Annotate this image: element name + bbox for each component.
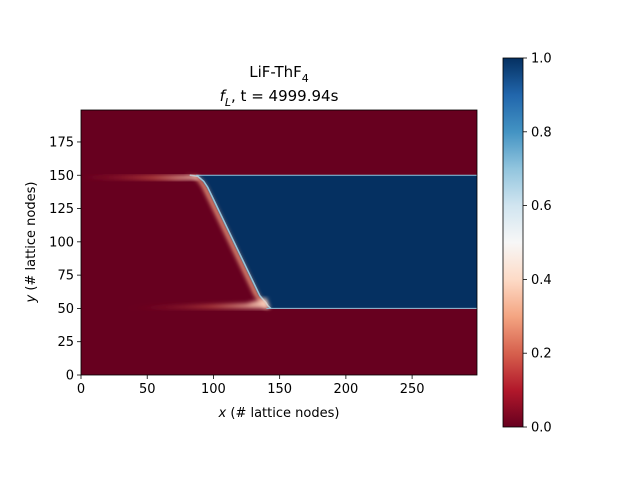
colorbar-tick-label: 0.2 [531, 347, 552, 362]
heatmap-bottom-mushy-band [120, 297, 270, 309]
ylabel-rest: (# lattice nodes) [24, 182, 39, 295]
x-tick-label: 100 [201, 382, 226, 397]
x-tick-label: 200 [333, 382, 358, 397]
y-axis-ticks: 0 25 50 75 100 125 150 175 [49, 135, 81, 384]
colorbar-frame [502, 57, 524, 428]
colorbar-tick-label: 0.4 [531, 273, 552, 288]
chart-title-line2: fL, t = 4999.94s [220, 87, 339, 109]
x-tick-label: 250 [400, 382, 425, 397]
y-tick-label: 150 [49, 169, 74, 184]
ylabel-var: y [24, 294, 39, 303]
colorbar-ticks: 0.0 0.2 0.4 0.6 0.8 1.0 [523, 52, 552, 436]
y-tick-label: 25 [57, 335, 74, 350]
title2-f: f [220, 87, 228, 105]
heatmap-top-mushy-band [81, 175, 201, 181]
y-axis-label: y (# lattice nodes) [24, 182, 39, 304]
x-tick-label: 50 [139, 382, 156, 397]
y-tick-label: 75 [57, 269, 74, 284]
y-tick-label: 0 [66, 369, 74, 384]
chart-title-line1: LiF-ThF4 [249, 63, 309, 85]
x-tick-label: 0 [77, 382, 85, 397]
colorbar-tick-label: 0.8 [531, 125, 552, 140]
title-main: LiF-ThF [249, 63, 302, 81]
heatmap-liquid-region [188, 175, 477, 309]
heatmap [81, 110, 477, 375]
y-tick-label: 100 [49, 235, 74, 250]
x-axis-ticks: 0 50 100 150 200 250 [77, 375, 425, 397]
colorbar-tick-label: 0.0 [531, 421, 552, 436]
xlabel-var: x [218, 406, 227, 421]
xlabel-rest: (# lattice nodes) [226, 406, 339, 421]
x-axis-label: x (# lattice nodes) [218, 406, 340, 421]
title2-sub: L [225, 96, 231, 109]
plot-frame [80, 109, 478, 376]
y-tick-label: 50 [57, 302, 74, 317]
y-tick-label: 125 [49, 202, 74, 217]
colorbar-tick-label: 1.0 [531, 52, 552, 67]
y-tick-label: 175 [49, 135, 74, 150]
title-sub: 4 [302, 72, 309, 85]
x-tick-label: 150 [267, 382, 292, 397]
colorbar-tick-label: 0.6 [531, 199, 552, 214]
heatmap-front-glow [184, 175, 271, 309]
colorbar [503, 58, 523, 427]
title2-rest: , t = 4999.94s [231, 87, 339, 105]
